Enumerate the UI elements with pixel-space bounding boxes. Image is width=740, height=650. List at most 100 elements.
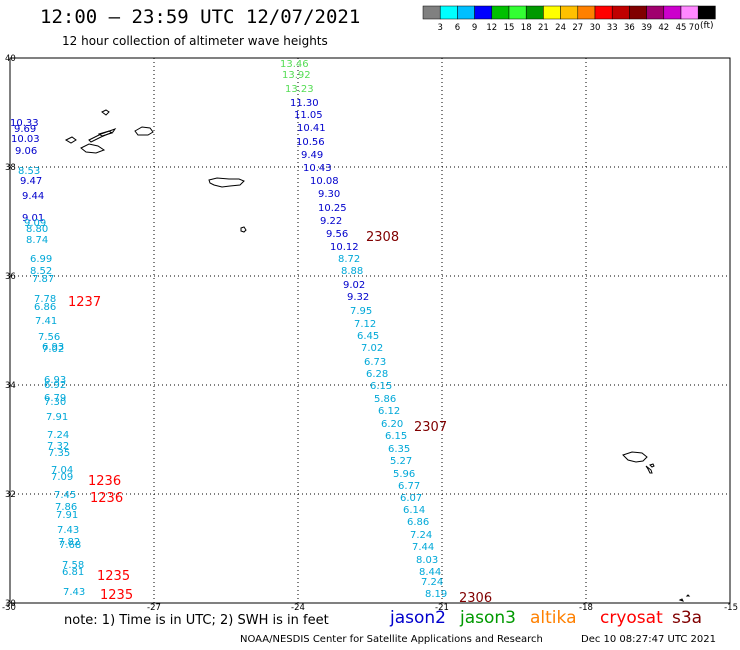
scale-swatch: [646, 5, 665, 20]
swh-value: 6.14: [403, 505, 425, 516]
pass-time-label: 1236: [90, 491, 123, 506]
pass-time-label: 1236: [88, 474, 121, 489]
satellite-jason3: jason3: [460, 608, 516, 628]
color-scale-bar: 3 6 9 12 15 18 21 24 27 30 33 36 39 42 45 70: [422, 5, 716, 33]
swh-value: 6.99: [30, 254, 52, 265]
map-frame: [9, 57, 731, 604]
island-terceira-sm: [80, 143, 106, 154]
lon-tick-label: -15: [724, 603, 738, 613]
swh-value: 9.56: [326, 229, 348, 240]
scale-swatch: [577, 5, 596, 20]
scale-swatch: [663, 5, 682, 20]
swh-value: 9.22: [320, 216, 342, 227]
swh-value: 9.02: [343, 280, 365, 291]
scale-label: 9: [472, 23, 477, 33]
swh-value: 9.09: [24, 218, 46, 229]
scale-swatch: [560, 5, 579, 20]
swh-value: 7.78: [34, 294, 56, 305]
swh-value: 7.43: [57, 525, 79, 536]
island-desertas: [645, 465, 653, 474]
scale-label: 15: [504, 23, 515, 33]
swh-value: 13.23: [285, 84, 314, 95]
lat-tick-label: 34: [5, 381, 16, 391]
map-border: [9, 57, 731, 604]
scale-label: 21: [538, 23, 549, 33]
scale-swatch: [439, 5, 458, 20]
swh-value: 8.74: [26, 235, 48, 246]
scale-label: 42: [658, 23, 669, 33]
scale-label: 39: [641, 23, 652, 33]
scale-swatch: [543, 5, 561, 20]
island-corvo: [64, 136, 77, 144]
footer-timestamp: Dec 10 08:27:47 UTC 2021: [581, 634, 716, 645]
swh-value: 8.03: [416, 555, 438, 566]
pass-time-label: 2307: [414, 420, 447, 435]
swh-value: 10.41: [297, 123, 326, 134]
lat-tick-label: 40: [5, 54, 16, 64]
swh-value: 9.47: [20, 176, 42, 187]
scale-swatch: [474, 5, 493, 20]
scale-swatch: [594, 5, 613, 20]
swh-value: 7.12: [354, 319, 376, 330]
scale-swatch: [680, 5, 699, 20]
swh-value: 11.30: [290, 98, 319, 109]
swh-value: 8.44: [419, 567, 441, 578]
swh-value: 7.04: [51, 465, 73, 476]
swh-value: 7.24: [421, 577, 443, 588]
swh-value: 10.33: [10, 118, 39, 129]
swh-value: 8.19: [425, 589, 447, 600]
swh-value: 7.56: [38, 332, 60, 343]
island-selvagens: [678, 594, 691, 602]
swh-value: 7.41: [35, 316, 57, 327]
island-santa-maria: [240, 226, 247, 233]
pass-time-label: 1235: [97, 569, 130, 584]
scale-swatch: [508, 5, 527, 20]
lat-tick-label: 30: [5, 599, 16, 609]
swh-value: 7.30: [44, 397, 66, 408]
pass-time-label: 2308: [366, 230, 399, 245]
swh-value: 7.44: [412, 542, 434, 553]
swh-value: 6.15: [370, 381, 392, 392]
island-porto-santo: [649, 463, 655, 468]
satellite-jason2: jason2: [390, 608, 446, 628]
pass-time-label: 2306: [459, 591, 492, 606]
swh-value: 6.86: [407, 517, 429, 528]
lon-tick-label: -21: [435, 603, 449, 613]
island-pico: [88, 128, 117, 143]
swh-value: 9.01: [22, 213, 44, 224]
scale-label: 33: [607, 23, 618, 33]
swh-value: 6.12: [378, 406, 400, 417]
swh-value: 6.79: [44, 393, 66, 404]
altimeter-tracks: 10.339.6910.039.068.539.479.449.019.098.…: [10, 59, 447, 600]
swh-value: 6.15: [385, 431, 407, 442]
swh-value: 8.80: [26, 224, 48, 235]
swh-value: 6.81: [62, 567, 84, 578]
lat-tick-label: 32: [5, 490, 16, 500]
swh-value: 7.91: [46, 412, 68, 423]
island-sao-miguel: [208, 177, 245, 188]
swh-value: 10.12: [330, 242, 359, 253]
swh-value: 7.24: [47, 430, 69, 441]
swh-value: 13.92: [282, 70, 311, 81]
swh-value: 6.28: [366, 369, 388, 380]
scale-unit: (ft): [700, 21, 714, 31]
swh-value: 7.87: [32, 274, 54, 285]
footer-credit: NOAA/NESDIS Center for Satellite Applica…: [240, 634, 543, 645]
island-madeira: [622, 451, 648, 463]
swh-value: 6.93: [44, 375, 66, 386]
scale-swatch: [457, 5, 475, 20]
swh-value: 6.35: [388, 444, 410, 455]
lat-tick-label: 38: [5, 163, 16, 173]
scale-swatch: [629, 5, 647, 20]
map-grid: [10, 58, 730, 603]
swh-value: 13.46: [280, 59, 309, 70]
island-sao-jorge: [134, 126, 154, 136]
island-outlines: [64, 109, 691, 602]
pass-time-label: 1235: [100, 588, 133, 603]
swh-value: 8.72: [338, 254, 360, 265]
lon-tick-label: -18: [579, 603, 593, 613]
pass-time-labels: 2308 1237 2307 1236 1236 1235 1235 2306: [68, 230, 492, 606]
lon-tick-label: -30: [2, 603, 16, 613]
swh-value: 6.92: [44, 380, 66, 391]
